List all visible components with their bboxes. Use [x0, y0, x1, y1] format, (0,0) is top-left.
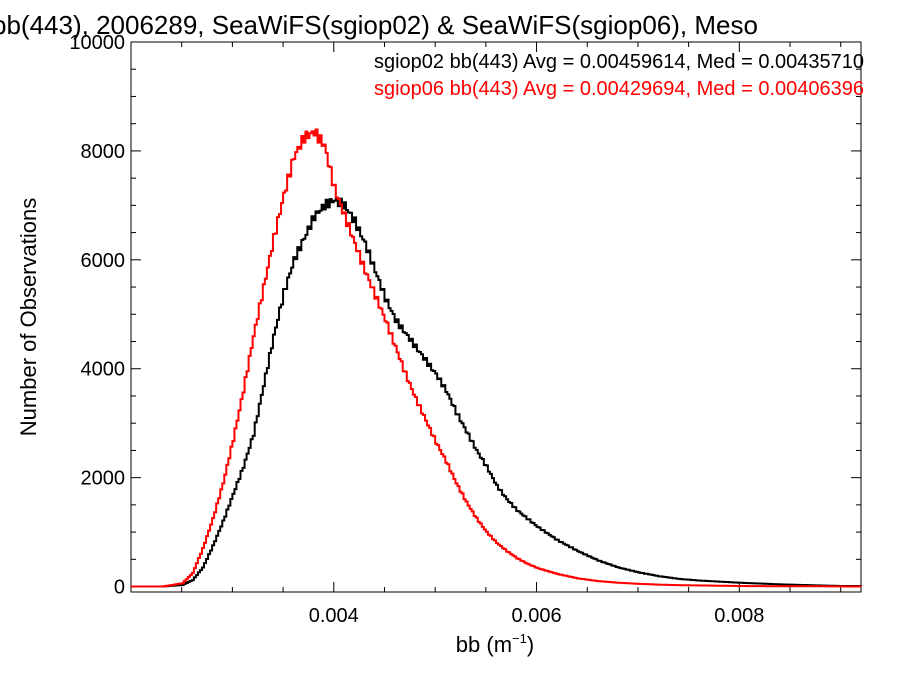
legend-entry-sgiop06: sgiop06 bb(443) Avg = 0.00429694, Med = … — [374, 78, 864, 100]
y-tick-label: 6000 — [81, 250, 126, 272]
y-tick-label: 2000 — [81, 468, 126, 490]
x-axis-ticks: 0.004 0.006 0.008 — [130, 42, 842, 627]
series-sgiop06-line — [131, 128, 862, 588]
x-tick-label: 0.006 — [512, 605, 562, 627]
x-axis-label-tail: ) — [527, 632, 534, 657]
x-axis-label: bb (m−1) — [456, 631, 534, 657]
y-tick-label: 0 — [114, 577, 125, 599]
x-tick-label: 0.008 — [714, 605, 764, 627]
plot-frame — [130, 41, 862, 593]
x-axis-label-superscript: −1 — [512, 631, 527, 646]
y-tick-label: 4000 — [81, 359, 126, 381]
series-sgiop02-line — [131, 197, 862, 588]
chart-title: bb(443), 2006289, SeaWiFS(sgiop02) & Sea… — [0, 10, 758, 40]
y-axis-label: Number of Observations — [16, 198, 41, 436]
y-tick-label: 8000 — [81, 141, 126, 163]
y-axis-ticks: 0 2000 4000 6000 8000 10000 — [69, 32, 861, 599]
legend-entry-sgiop02: sgiop02 bb(443) Avg = 0.00459614, Med = … — [374, 51, 864, 73]
series-layer — [131, 128, 862, 588]
plot-area: 0.004 0.006 0.008 0 2000 4000 6000 8000 10000 — [69, 32, 862, 627]
y-tick-label: 10000 — [69, 32, 125, 54]
x-tick-label: 0.004 — [309, 605, 359, 627]
x-axis-label-main: bb (m — [456, 632, 512, 657]
